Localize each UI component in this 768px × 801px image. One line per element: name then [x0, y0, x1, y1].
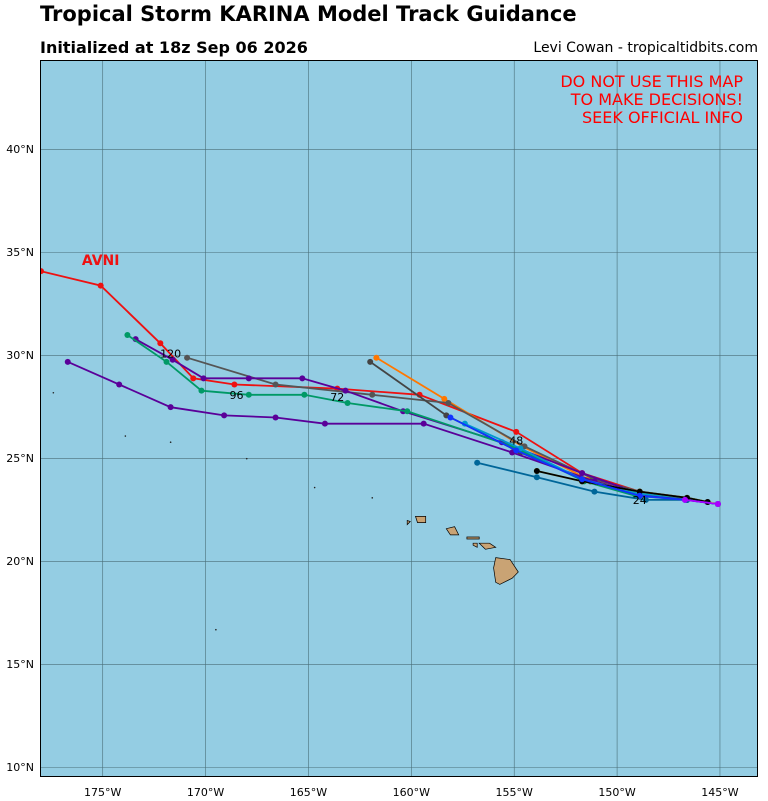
small-island	[245, 457, 248, 460]
track-point	[124, 332, 131, 339]
model-track-line	[684, 499, 719, 505]
small-island	[313, 486, 316, 489]
track-point	[200, 375, 207, 382]
track-point	[420, 420, 427, 427]
track-point	[367, 358, 374, 365]
init-time-subtitle: Initialized at 18z Sep 06 2026	[40, 38, 308, 57]
track-point	[221, 412, 228, 419]
lon-tick-label: 175°W	[84, 786, 122, 799]
track-point	[344, 400, 351, 407]
track-point	[272, 414, 279, 421]
lat-tick-label: 20°N	[6, 554, 34, 568]
track-point	[591, 488, 598, 495]
warning-line-3: SEEK OFFICIAL INFO	[582, 108, 743, 127]
track-point	[231, 381, 238, 388]
track-point	[373, 354, 380, 361]
warning-line-1: DO NOT USE THIS MAP	[560, 72, 743, 91]
map-title: Tropical Storm KARINA Model Track Guidan…	[40, 2, 577, 26]
track-point	[533, 468, 540, 475]
island-niihau	[406, 520, 411, 526]
track-point	[404, 408, 411, 415]
track-point	[636, 492, 643, 499]
lat-tick-label: 15°N	[6, 657, 34, 671]
island-hawaii	[493, 557, 519, 585]
track-map: 24 48 72 96 120 AVNI	[41, 61, 757, 776]
track-point	[198, 387, 205, 394]
track-point	[157, 340, 164, 347]
track-point	[342, 387, 349, 394]
warning-line-2: TO MAKE DECISIONS!	[570, 90, 743, 109]
track-point	[167, 404, 174, 411]
island-kauai	[415, 516, 427, 523]
lon-tick-label: 155°W	[495, 786, 533, 799]
model-name-label: AVNI	[82, 253, 120, 269]
lat-tick-label: 35°N	[6, 245, 34, 259]
island-oahu	[445, 526, 460, 536]
track-point	[97, 282, 104, 289]
forecast-hour-label: 72	[330, 391, 344, 404]
lon-tick-label: 165°W	[289, 786, 328, 799]
lon-tick-label: 150°W	[598, 786, 636, 799]
map-panel: 24 48 72 96 120 AVNI DO NOT USE THIS MAP TO M…	[40, 60, 758, 777]
island-lanai	[472, 542, 478, 548]
track-point	[190, 375, 197, 382]
small-island	[169, 441, 172, 443]
track-point	[41, 268, 44, 275]
track-point	[533, 474, 540, 481]
track-point	[301, 391, 308, 398]
track-point	[163, 358, 170, 365]
track-point	[245, 391, 252, 398]
lon-tick-label: 145°W	[701, 786, 739, 799]
island-molokai	[466, 536, 480, 540]
island-maui	[478, 542, 497, 550]
track-point	[245, 375, 252, 382]
lat-tick-label: 40°N	[6, 142, 34, 156]
track-point	[642, 496, 649, 503]
forecast-hour-label: 120	[160, 348, 181, 361]
track-point	[441, 395, 448, 402]
track-point	[714, 501, 721, 508]
small-island	[52, 391, 55, 394]
track-point	[64, 358, 71, 365]
track-point	[636, 488, 643, 495]
credit-text: Levi Cowan - tropicaltidbits.com	[533, 40, 758, 56]
track-point	[579, 470, 586, 477]
lat-tick-label: 10°N	[6, 760, 34, 774]
forecast-hour-label: 96	[229, 389, 243, 402]
lon-tick-label: 160°W	[392, 786, 431, 799]
track-point	[681, 496, 688, 503]
small-island	[215, 628, 217, 631]
forecast-hour-label: 48	[509, 434, 523, 447]
track-point	[447, 414, 454, 421]
lon-tick-label: 170°W	[186, 786, 225, 799]
track-point	[272, 381, 279, 388]
track-point	[445, 400, 452, 407]
track-point	[169, 356, 176, 363]
small-island	[371, 497, 374, 499]
forecast-hour-label: 24	[633, 494, 647, 507]
lat-tick-label: 25°N	[6, 451, 34, 465]
track-point	[579, 476, 586, 483]
track-point	[369, 391, 376, 398]
track-point	[299, 375, 306, 382]
lat-tick-label: 30°N	[6, 348, 34, 362]
track-point	[321, 420, 328, 427]
track-point	[116, 381, 123, 388]
ocean-background	[41, 61, 757, 776]
track-point	[513, 447, 520, 454]
track-point	[474, 459, 481, 466]
track-point	[184, 354, 191, 361]
small-island	[124, 435, 127, 437]
track-point	[513, 428, 520, 435]
